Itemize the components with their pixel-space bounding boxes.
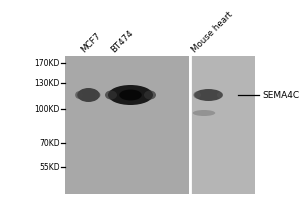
Bar xyxy=(190,56,255,194)
Ellipse shape xyxy=(75,91,83,99)
Ellipse shape xyxy=(144,90,156,99)
Ellipse shape xyxy=(119,90,142,100)
Text: MCF7: MCF7 xyxy=(79,31,103,54)
Text: 100KD: 100KD xyxy=(34,105,60,114)
Text: SEMA4C: SEMA4C xyxy=(262,90,300,99)
Bar xyxy=(64,56,189,194)
Ellipse shape xyxy=(193,110,215,116)
Text: Mouse heart: Mouse heart xyxy=(190,10,235,54)
Ellipse shape xyxy=(77,88,100,102)
Text: 70KD: 70KD xyxy=(39,138,60,147)
Text: 130KD: 130KD xyxy=(34,78,60,88)
Text: 55KD: 55KD xyxy=(39,162,60,171)
Text: BT474: BT474 xyxy=(109,28,135,54)
Ellipse shape xyxy=(94,92,100,98)
Ellipse shape xyxy=(217,92,223,98)
Ellipse shape xyxy=(194,89,223,101)
Text: 170KD: 170KD xyxy=(34,58,60,68)
Ellipse shape xyxy=(193,92,201,98)
Ellipse shape xyxy=(108,85,153,105)
Ellipse shape xyxy=(105,90,117,99)
